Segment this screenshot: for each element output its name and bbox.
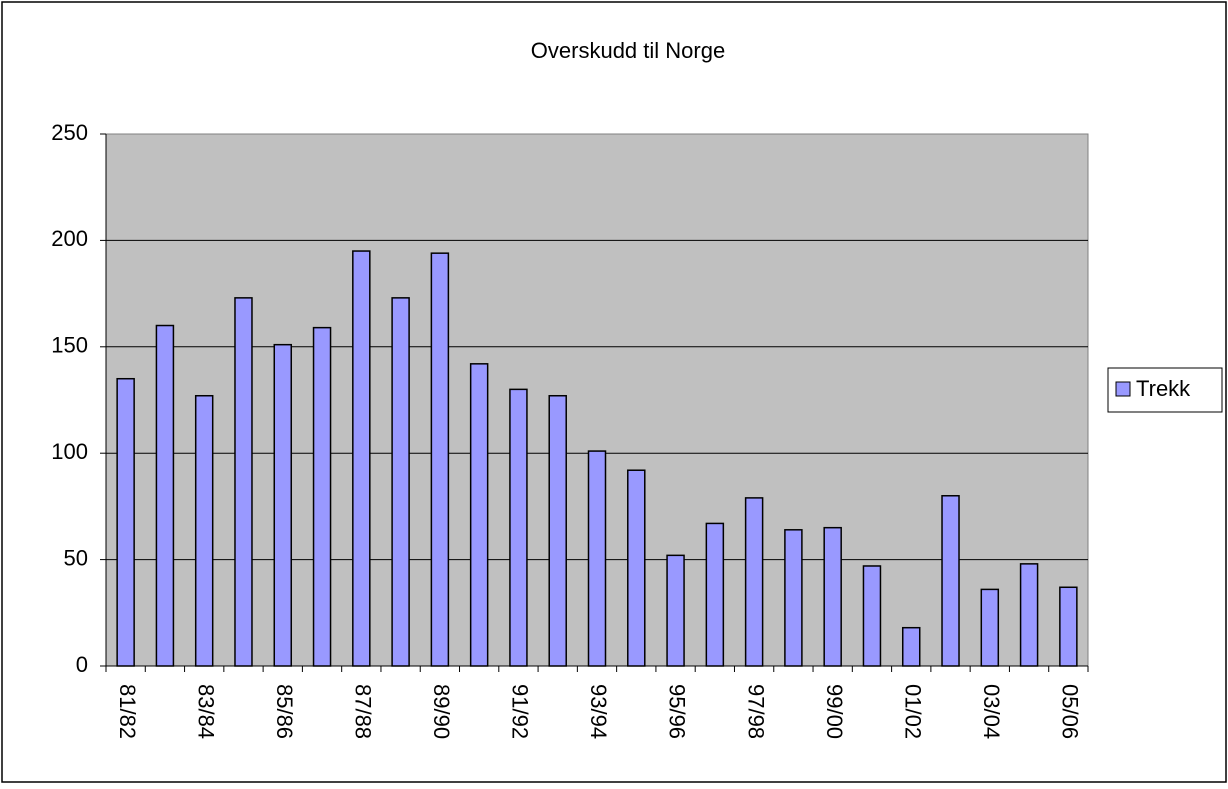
y-tick-label: 0 <box>76 652 88 677</box>
x-tick-label: 89/90 <box>429 684 454 739</box>
chart-title: Overskudd til Norge <box>531 38 725 63</box>
x-tick-label: 81/82 <box>115 684 140 739</box>
x-tick-label: 95/96 <box>665 684 690 739</box>
bar <box>705 522 725 667</box>
bar <box>941 495 960 667</box>
y-tick-label: 50 <box>64 545 88 570</box>
bar <box>234 297 253 667</box>
bar <box>312 326 332 667</box>
x-tick-label: 99/00 <box>822 684 847 739</box>
bar <box>155 324 175 667</box>
x-tick-label: 85/86 <box>272 684 297 739</box>
bar <box>627 469 646 667</box>
bar <box>862 565 882 667</box>
bar <box>1059 586 1078 667</box>
x-tick-label: 83/84 <box>193 684 218 739</box>
bar <box>823 526 842 667</box>
bar <box>430 252 450 667</box>
x-tick-label: 05/06 <box>1058 684 1083 739</box>
x-tick-label: 93/94 <box>586 684 611 739</box>
bar <box>548 394 567 667</box>
x-tick-label: 91/92 <box>508 684 533 739</box>
legend-swatch <box>1115 381 1131 397</box>
bar <box>1019 563 1039 667</box>
y-tick-label: 100 <box>51 439 88 464</box>
x-tick-label: 87/88 <box>351 684 376 739</box>
legend-label: Trekk <box>1136 376 1191 401</box>
bar <box>352 250 371 667</box>
x-tick-label: 97/98 <box>743 684 768 739</box>
bar <box>980 588 1000 667</box>
bar <box>744 497 764 667</box>
bar <box>901 626 921 667</box>
bar <box>587 450 607 667</box>
bar <box>273 343 293 667</box>
bar <box>116 377 135 667</box>
bar <box>469 363 489 667</box>
bar <box>784 529 803 667</box>
bar <box>666 554 685 667</box>
x-tick-label: 01/02 <box>900 684 925 739</box>
bar <box>391 297 410 667</box>
y-tick-label: 150 <box>51 333 88 358</box>
x-tick-label: 03/04 <box>979 684 1004 739</box>
y-tick-label: 200 <box>51 226 88 251</box>
y-tick-label: 250 <box>51 120 88 145</box>
bar <box>194 394 214 667</box>
bar <box>509 388 528 667</box>
